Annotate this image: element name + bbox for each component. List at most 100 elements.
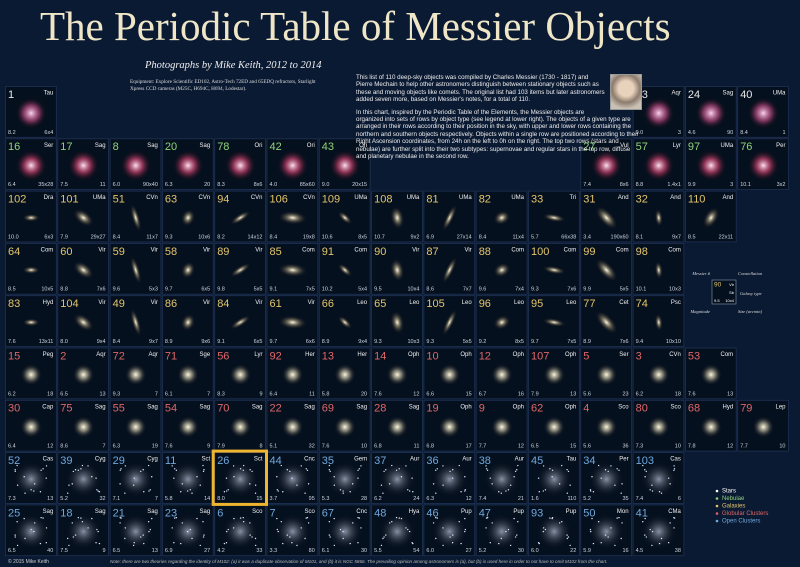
star-dot <box>620 492 622 494</box>
star-dot <box>388 522 391 524</box>
constellation: Cnc <box>304 457 315 463</box>
messier-number: 61 <box>270 298 282 310</box>
constellation: Sco <box>252 509 263 515</box>
object-photo <box>390 205 405 230</box>
star-dot <box>458 464 460 467</box>
constellation: Sct <box>202 457 211 463</box>
star-dot <box>96 489 98 491</box>
constellation: Per <box>776 143 785 149</box>
messier-number: 96 <box>479 298 491 310</box>
size: 9x7 <box>149 339 158 345</box>
star-dot <box>329 536 331 538</box>
star-dot <box>649 489 651 491</box>
star-dot <box>147 464 150 467</box>
star-dot <box>74 534 77 536</box>
messier-number: 94 <box>217 194 229 206</box>
object-photo <box>588 461 625 498</box>
star-dot <box>357 541 359 544</box>
object-photo <box>337 315 353 330</box>
star-dot <box>202 464 204 467</box>
star-dot <box>171 465 173 467</box>
magnitude: 4.0 <box>270 182 278 188</box>
constellation: Sag <box>200 143 211 149</box>
object-photo <box>438 415 461 438</box>
star-dot <box>14 470 16 473</box>
magnitude: 6.0 <box>113 182 121 188</box>
object-photo <box>124 363 147 386</box>
constellation: Sag <box>147 509 158 515</box>
star-dot <box>242 516 244 519</box>
star-dot <box>597 464 600 467</box>
star-dot <box>173 541 175 544</box>
constellation: UMa <box>459 195 472 201</box>
magnitude: 3.3 <box>270 548 278 554</box>
star-dot <box>254 537 257 540</box>
messier-number: 101 <box>60 194 78 206</box>
object-photo <box>386 363 409 386</box>
magnitude: 10.1 <box>636 287 647 293</box>
size: 10 <box>361 444 367 450</box>
messier-number: 35 <box>322 455 334 467</box>
star-dot <box>500 537 503 540</box>
object-photo <box>536 461 573 498</box>
star-dot <box>538 491 540 493</box>
star-dot <box>98 542 101 545</box>
constellation: Sag <box>95 404 106 410</box>
star-dot <box>442 465 444 467</box>
messier-number: 79 <box>740 403 752 415</box>
magnitude: 8.0 <box>217 496 225 502</box>
star-dot <box>291 477 293 479</box>
star-dot <box>140 470 142 473</box>
object-photo <box>222 513 259 550</box>
star-dot <box>600 541 602 544</box>
object-photo <box>15 149 48 182</box>
star-dot <box>505 530 507 533</box>
size: 190x60 <box>611 234 629 240</box>
constellation: Her <box>357 352 367 358</box>
object-photo <box>490 415 513 438</box>
object-photo <box>490 363 513 386</box>
star-dot <box>616 517 618 519</box>
magnitude: 5.8 <box>165 496 173 502</box>
star-dot <box>14 469 16 471</box>
messier-number: 21 <box>113 507 125 519</box>
constellation: Sag <box>43 509 54 515</box>
constellation: Cas <box>43 457 54 463</box>
messier-number: 48 <box>374 507 386 519</box>
star-dot <box>132 484 135 486</box>
star-dot <box>357 477 359 479</box>
legend-entry: Open Clusters <box>722 519 760 525</box>
constellation: Vir <box>203 300 210 306</box>
object-photo <box>172 149 205 182</box>
messier-number: 10 <box>426 350 438 362</box>
messier-number: 107 <box>531 350 549 362</box>
object-photo <box>702 206 720 229</box>
star-dot <box>491 483 493 485</box>
star-dot <box>124 492 126 494</box>
legend-entry: Galaxies <box>722 504 745 510</box>
size: 5x5 <box>254 287 263 293</box>
size: 12 <box>518 444 524 450</box>
star-dot <box>357 516 359 519</box>
messier-number: 39 <box>60 455 72 467</box>
constellation: Aqr <box>672 91 681 97</box>
star-dot <box>673 527 675 529</box>
star-dot <box>276 476 278 478</box>
star-dot <box>398 468 400 470</box>
star-dot <box>644 534 646 536</box>
messier-number: 62 <box>531 403 543 415</box>
star-dot <box>360 465 362 467</box>
magnitude: 4.5 <box>636 548 644 554</box>
constellation: Vir <box>98 300 105 306</box>
messier-number: 44 <box>270 455 282 467</box>
star-dot <box>124 537 126 540</box>
object-photo <box>119 149 152 182</box>
star-dot <box>464 476 466 478</box>
object-photo <box>536 513 573 550</box>
size: 36 <box>622 444 628 450</box>
magnitude: 10.1 <box>740 182 751 188</box>
star-dot <box>191 492 193 494</box>
star-dot <box>242 521 245 523</box>
size: 11 <box>414 444 420 450</box>
messier-number: 31 <box>583 194 595 206</box>
